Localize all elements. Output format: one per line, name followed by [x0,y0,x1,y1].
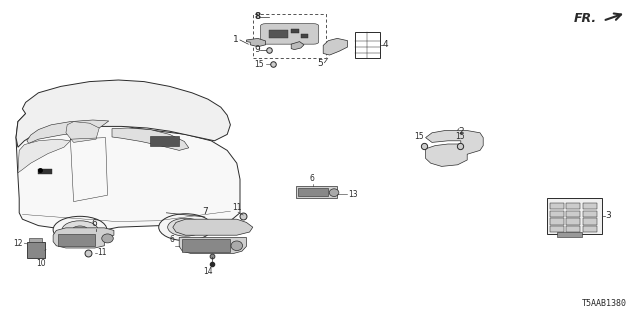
Polygon shape [18,139,70,173]
Bar [355,32,380,58]
Circle shape [62,221,98,239]
Polygon shape [112,128,189,150]
Text: 15: 15 [454,132,465,141]
Bar [301,34,308,38]
Text: 11: 11 [97,248,107,257]
Bar [29,238,42,242]
Bar [547,198,602,234]
Polygon shape [323,38,348,55]
Bar [550,211,564,217]
Bar [583,211,597,217]
Polygon shape [426,131,483,166]
Bar [557,232,582,237]
Text: 2: 2 [458,127,463,136]
Circle shape [53,216,107,243]
Text: 12: 12 [13,239,22,248]
Text: 14: 14 [203,267,213,276]
Text: 5: 5 [317,60,323,68]
Text: 8: 8 [254,12,260,21]
Text: 7: 7 [202,207,207,216]
Polygon shape [179,237,246,253]
Ellipse shape [231,241,243,251]
Text: 6: 6 [309,174,314,183]
Text: T5AAB1380: T5AAB1380 [582,299,627,308]
Text: 11: 11 [232,203,241,212]
Bar [38,169,52,174]
Bar [269,30,288,38]
Polygon shape [173,219,253,235]
Text: 6: 6 [169,236,174,244]
Bar [296,186,337,198]
Circle shape [178,223,193,231]
Text: FR.: FR. [573,12,596,25]
Text: 9: 9 [254,45,260,54]
Polygon shape [246,38,266,47]
Text: 15: 15 [255,60,264,69]
Polygon shape [291,42,304,50]
Bar [27,242,45,258]
Circle shape [159,214,212,241]
Circle shape [168,218,204,236]
Circle shape [72,226,88,234]
Bar [583,203,597,209]
Text: 4: 4 [383,40,388,49]
Text: 6: 6 [92,219,97,228]
Text: 3: 3 [605,212,611,220]
Bar [550,226,564,232]
Polygon shape [27,120,109,143]
Bar [298,188,328,196]
Ellipse shape [330,189,339,196]
Bar [550,203,564,209]
Polygon shape [66,122,99,142]
Bar [566,218,580,225]
Bar [550,218,564,225]
FancyBboxPatch shape [260,24,319,44]
Bar [566,203,580,209]
Text: 15: 15 [414,132,424,141]
Bar [58,234,95,246]
Text: 10: 10 [36,259,45,268]
Bar [583,218,597,225]
Ellipse shape [102,234,113,243]
Bar [566,226,580,232]
Bar [291,29,299,33]
Bar [583,226,597,232]
Polygon shape [16,112,240,233]
Bar [566,211,580,217]
Bar [150,136,179,146]
Text: 13: 13 [348,190,358,199]
Polygon shape [53,228,114,248]
Polygon shape [16,80,230,147]
Text: 1: 1 [233,35,238,44]
Bar [182,239,230,252]
